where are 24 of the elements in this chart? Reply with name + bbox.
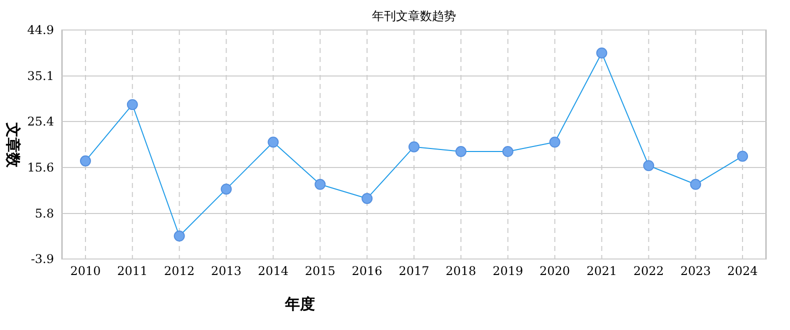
x-tick-label: 2011 xyxy=(117,264,148,278)
y-tick-label: 5.8 xyxy=(34,206,54,220)
x-tick-label: 2024 xyxy=(727,264,758,278)
y-tick-label: 25.4 xyxy=(27,114,54,129)
y-axis-title: 文章数 xyxy=(4,122,22,168)
x-axis-title: 年度 xyxy=(284,295,315,313)
y-tick-label: 15.6 xyxy=(27,160,54,174)
chart-title: 年刊文章数趋势 xyxy=(372,9,456,23)
x-tick-label: 2013 xyxy=(210,264,242,278)
x-tick-label: 2020 xyxy=(540,264,570,278)
x-tick-label: 2017 xyxy=(398,264,430,278)
x-tick-label: 2018 xyxy=(446,264,476,278)
x-tick-label: 2022 xyxy=(633,264,664,278)
y-tick-label: 35.1 xyxy=(27,68,54,83)
x-tick-label: 2019 xyxy=(492,264,524,278)
x-tick-label: 2016 xyxy=(352,264,382,278)
y-tick-label: -3.9 xyxy=(30,252,54,266)
x-tick-label: 2015 xyxy=(304,264,336,278)
x-tick-label: 2014 xyxy=(258,264,289,278)
x-tick-label: 2012 xyxy=(164,264,195,278)
x-tick-label: 2023 xyxy=(680,264,711,278)
y-tick-label: 44.9 xyxy=(27,23,54,37)
x-tick-label: 2021 xyxy=(586,264,618,278)
x-tick-label: 2010 xyxy=(70,264,101,278)
